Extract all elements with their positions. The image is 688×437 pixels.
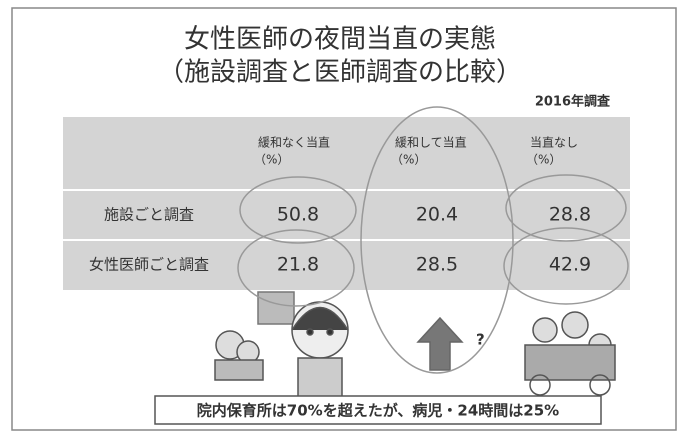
slide: 女性医師の夜間当直の実態 （施設調査と医師調査の比較） 2016年調査 ? 緩和… xyxy=(0,0,688,437)
row-label: 施設ごと調査 xyxy=(104,206,194,224)
cell-value: 20.4 xyxy=(416,204,458,226)
column-unit: （%） xyxy=(254,153,289,167)
cell-value: 28.5 xyxy=(416,254,458,276)
title-line: 女性医師の夜間当直の実態 xyxy=(184,25,496,55)
cell-value: 28.8 xyxy=(549,204,591,226)
column-header: 緩和して当直 xyxy=(395,136,467,150)
survey-note: 2016年調査 xyxy=(535,94,611,110)
footer-text: 院内保育所は70%を超えたが、病児・24時間は25% xyxy=(197,402,559,420)
title-line: （施設調査と医師調査の比較） xyxy=(158,58,522,88)
cell-value: 50.8 xyxy=(277,204,319,226)
column-unit: （%） xyxy=(391,153,426,167)
row-label: 女性医師ごと調査 xyxy=(89,256,209,274)
cell-value: 42.9 xyxy=(549,254,591,276)
column-header: 当直なし xyxy=(530,136,578,150)
cell-value: 21.8 xyxy=(277,254,319,276)
column-header: 緩和なく当直 xyxy=(258,136,330,150)
column-unit: （%） xyxy=(526,153,561,167)
